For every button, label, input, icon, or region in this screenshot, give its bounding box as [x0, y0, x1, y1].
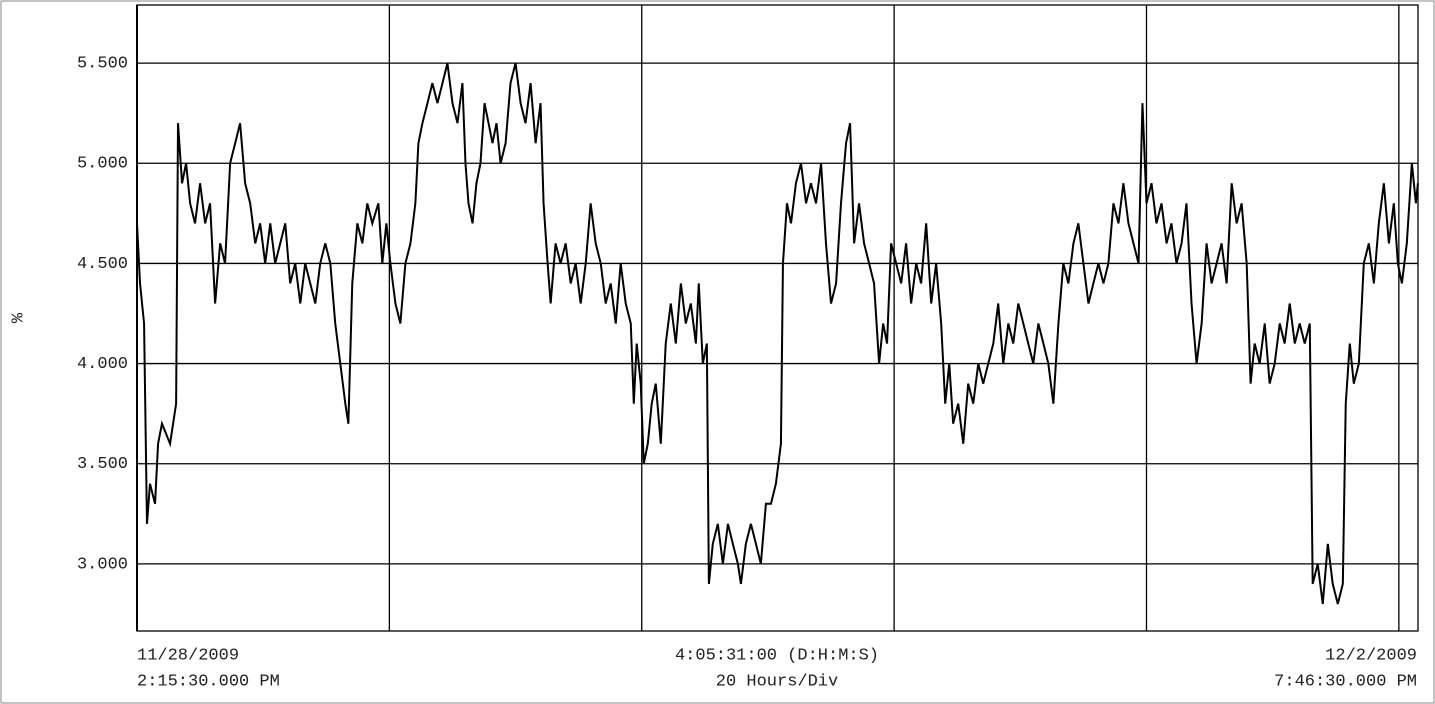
x-end-time: 7:46:30.000 PM	[1274, 672, 1417, 691]
data-line	[136, 62, 1419, 605]
x-division: 20 Hours/Div	[716, 672, 838, 691]
plot-area	[136, 4, 1419, 632]
y-tick-label: 3.000	[77, 555, 128, 574]
y-tick-label: 4.000	[77, 355, 128, 374]
y-tick-label: 3.500	[77, 455, 128, 474]
x-start-time: 2:15:30.000 PM	[137, 672, 280, 691]
x-end-date: 12/2/2009	[1325, 646, 1417, 665]
x-start-date: 11/28/2009	[137, 646, 239, 665]
y-axis-label: %	[6, 313, 25, 324]
y-tick-label: 4.500	[77, 255, 128, 274]
x-span: 4:05:31:00 (D:H:M:S)	[675, 646, 879, 665]
y-tick-label: 5.000	[77, 155, 128, 174]
y-tick-label: 5.500	[77, 55, 128, 74]
